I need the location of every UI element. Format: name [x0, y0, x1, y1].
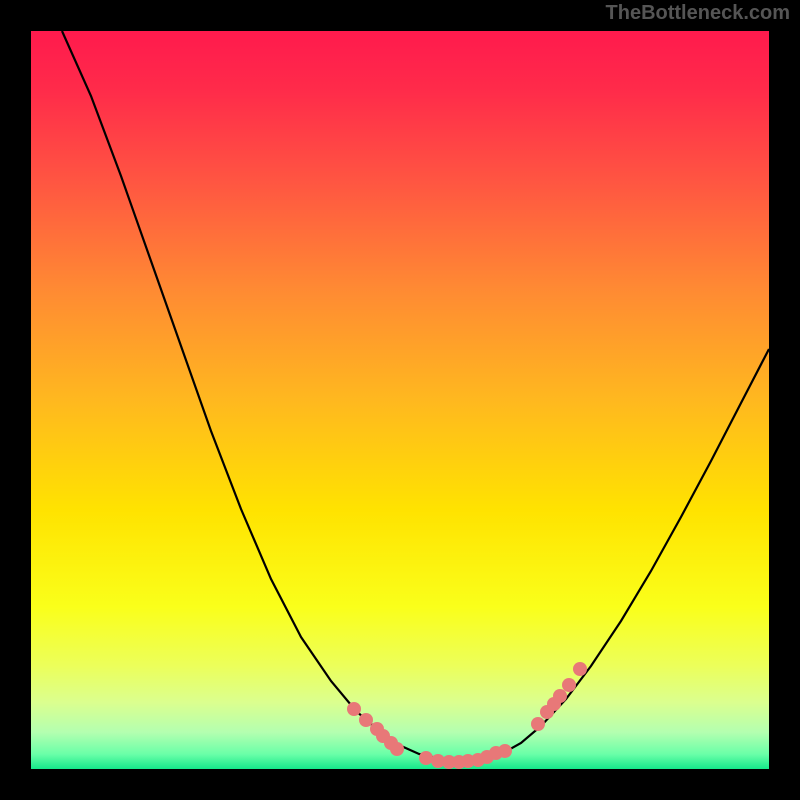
- data-marker: [419, 751, 433, 765]
- data-marker: [531, 717, 545, 731]
- chart-curve: [31, 31, 769, 769]
- data-marker: [359, 713, 373, 727]
- data-marker: [347, 702, 361, 716]
- watermark-text: TheBottleneck.com: [606, 2, 790, 25]
- data-marker: [390, 742, 404, 756]
- data-marker: [573, 662, 587, 676]
- data-marker: [498, 744, 512, 758]
- data-marker: [553, 689, 567, 703]
- data-marker: [562, 678, 576, 692]
- plot-area: [31, 31, 769, 769]
